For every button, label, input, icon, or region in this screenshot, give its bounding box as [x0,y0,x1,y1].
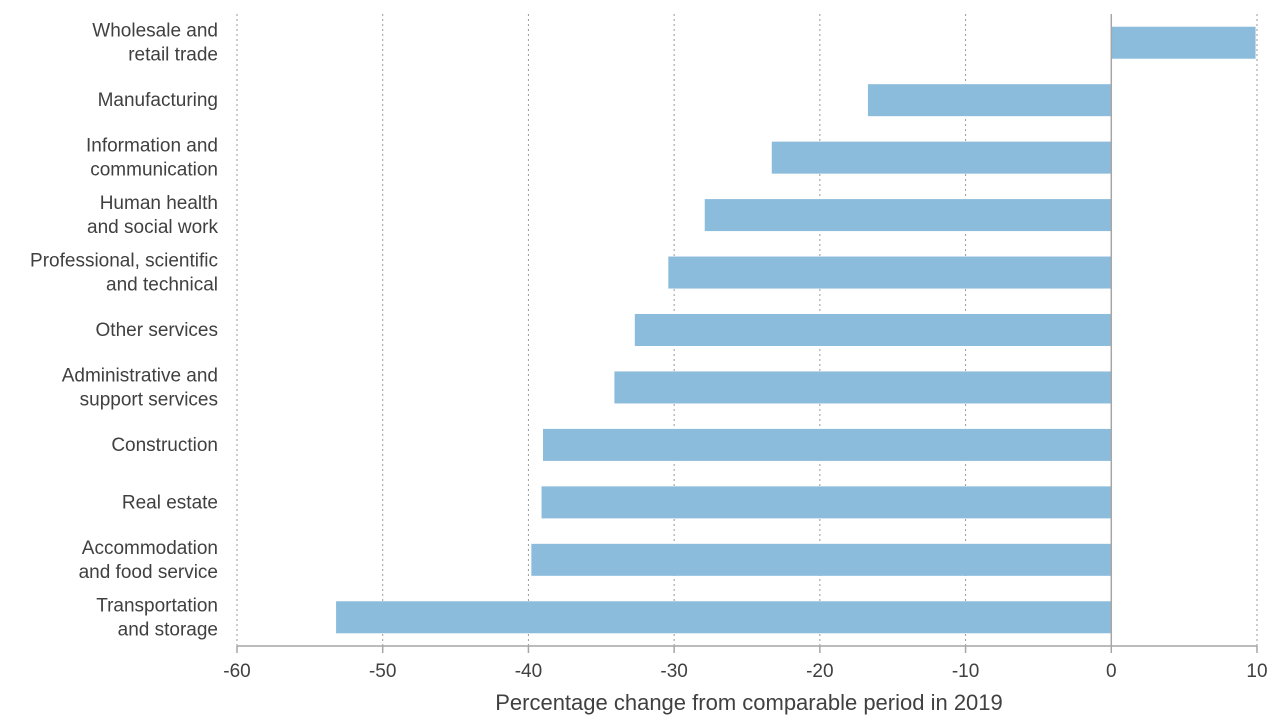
category-label-line: Real estate [122,492,218,513]
category-label-line: Manufacturing [98,90,218,111]
tick-labels: -60 -50 -40 -30 -20 -10 0 10 [223,661,1267,682]
category-label-line: and storage [118,619,218,640]
category-label-line: Transportation [96,595,218,616]
category-label-line: retail trade [128,45,218,66]
axes [236,14,1258,653]
category-label: Professional, scientific and technical [30,251,218,296]
category-label-line: Accommodation [82,538,218,559]
x-tick-label: 0 [1106,661,1117,682]
category-label: Other services [96,320,218,341]
category-label-line: Information and [86,136,218,157]
category-label-line: Construction [111,435,218,456]
bar [668,256,1112,289]
category-label-line: Other services [96,320,218,341]
bar [541,486,1112,519]
category-label: Manufacturing [98,90,218,111]
x-axis-title: Percentage change from comparable period… [495,690,1003,715]
category-label-line: Administrative and [62,365,218,386]
bar [771,141,1112,174]
category-label-line: Human health [100,193,218,214]
bar [614,371,1112,404]
category-label-line: support services [80,389,218,410]
category-label-line: communication [90,160,218,181]
category-label: Wholesale and retail trade [92,21,218,66]
bar [704,199,1112,232]
category-label: Real estate [122,492,218,513]
x-tick-label: -60 [223,661,250,682]
category-label: Administrative and support services [62,365,218,410]
bar [531,543,1112,576]
bar [634,314,1112,346]
x-tick-label: -40 [515,661,542,682]
category-label-line: and food service [79,562,218,583]
category-label: Transportation and storage [96,595,218,640]
x-tick-label: -50 [369,661,396,682]
x-tick-label: -20 [806,661,833,682]
category-label-line: and social work [87,217,218,238]
bar [336,601,1112,634]
bars [336,26,1256,634]
category-label: Construction [111,435,218,456]
category-label: Accommodation and food service [79,538,218,583]
x-tick-label: -10 [952,661,979,682]
bar [543,428,1112,461]
category-label-line: and technical [106,275,218,296]
x-tick-label: 10 [1246,661,1267,682]
bar [867,84,1112,117]
category-label: Information and communication [86,136,218,181]
category-label: Human health and social work [87,193,218,238]
category-label-line: Professional, scientific [30,251,218,272]
x-tick-label: -30 [660,661,687,682]
category-labels: Wholesale and retail trade Manufacturing In… [30,21,218,641]
bar [1111,26,1256,59]
category-label-line: Wholesale and [92,21,218,42]
